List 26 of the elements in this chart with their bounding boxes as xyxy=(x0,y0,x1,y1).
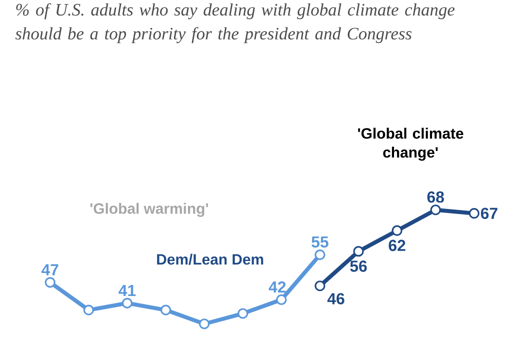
point xyxy=(44,277,56,288)
point xyxy=(238,308,248,319)
point xyxy=(314,249,326,260)
annotation: Dem/Lean Dem xyxy=(157,254,264,265)
data-label: 46 xyxy=(327,293,344,304)
point xyxy=(199,318,210,330)
data-label: 47 xyxy=(41,264,58,276)
point xyxy=(353,246,364,257)
point xyxy=(276,294,287,305)
point xyxy=(468,208,480,219)
text: 'Global climate change' xyxy=(358,128,464,161)
annotation: 'Global warming' xyxy=(90,202,208,217)
point xyxy=(122,298,133,308)
data-label: 42 xyxy=(268,281,286,292)
point xyxy=(430,204,441,216)
chart-subtitle: % of U.S. adults who say dealing with global climate change should be a top priority for the president and Congress xyxy=(15,3,455,44)
point xyxy=(314,280,326,292)
data-label: 68 xyxy=(427,191,444,203)
data-label: 56 xyxy=(350,260,367,272)
data-label: 55 xyxy=(312,236,328,248)
data-label: 67 xyxy=(480,208,498,219)
point xyxy=(83,304,94,316)
data-label: 41 xyxy=(118,284,136,296)
data-label: 62 xyxy=(388,240,406,252)
point xyxy=(392,225,402,236)
point xyxy=(160,304,172,316)
